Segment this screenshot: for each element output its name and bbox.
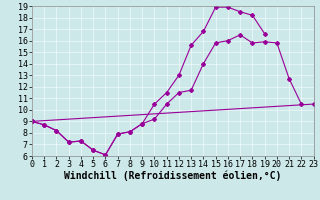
X-axis label: Windchill (Refroidissement éolien,°C): Windchill (Refroidissement éolien,°C) — [64, 171, 282, 181]
